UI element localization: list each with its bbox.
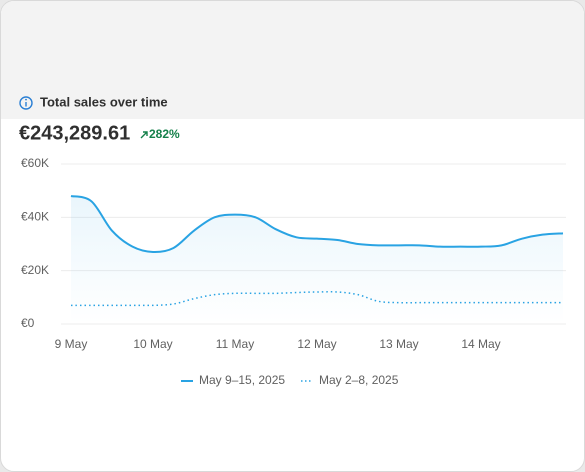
info-icon bbox=[19, 96, 33, 110]
trend-arrow bbox=[140, 131, 148, 139]
legend-item: May 9–15, 2025 bbox=[181, 373, 285, 387]
x-tick-label: 14 May bbox=[461, 337, 500, 351]
legend-label: May 9–15, 2025 bbox=[199, 373, 285, 387]
y-tick-label: €40K bbox=[21, 210, 49, 224]
y-tick-label: €20K bbox=[21, 263, 49, 277]
header-band bbox=[1, 91, 584, 119]
y-tick-label: €0 bbox=[21, 316, 35, 330]
x-tick-label: 11 May bbox=[216, 337, 254, 351]
x-tick-label: 10 May bbox=[133, 337, 172, 351]
total-value: €243,289.61 bbox=[19, 122, 130, 144]
series-line bbox=[70, 195, 564, 254]
x-tick-label: 9 May bbox=[55, 337, 88, 351]
x-tick-label: 12 May bbox=[297, 337, 336, 351]
chart-title: Total sales over time bbox=[40, 94, 168, 109]
series-line bbox=[71, 291, 563, 307]
legend-label: May 2–8, 2025 bbox=[319, 373, 399, 387]
legend-item: May 2–8, 2025 bbox=[301, 373, 399, 387]
top-band bbox=[1, 1, 584, 91]
x-tick-label: 13 May bbox=[379, 337, 418, 351]
change-value: 282% bbox=[149, 127, 180, 141]
y-tick-label: €60K bbox=[21, 156, 49, 170]
area bbox=[71, 196, 563, 324]
